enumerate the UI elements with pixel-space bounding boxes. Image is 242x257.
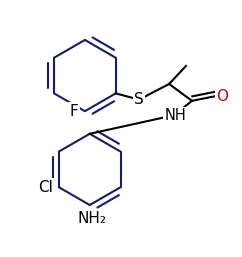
Text: F: F (70, 104, 78, 119)
Text: NH: NH (164, 108, 186, 123)
Text: S: S (134, 92, 144, 107)
Text: Cl: Cl (38, 180, 53, 195)
Text: O: O (216, 88, 228, 104)
Text: NH₂: NH₂ (78, 211, 107, 226)
